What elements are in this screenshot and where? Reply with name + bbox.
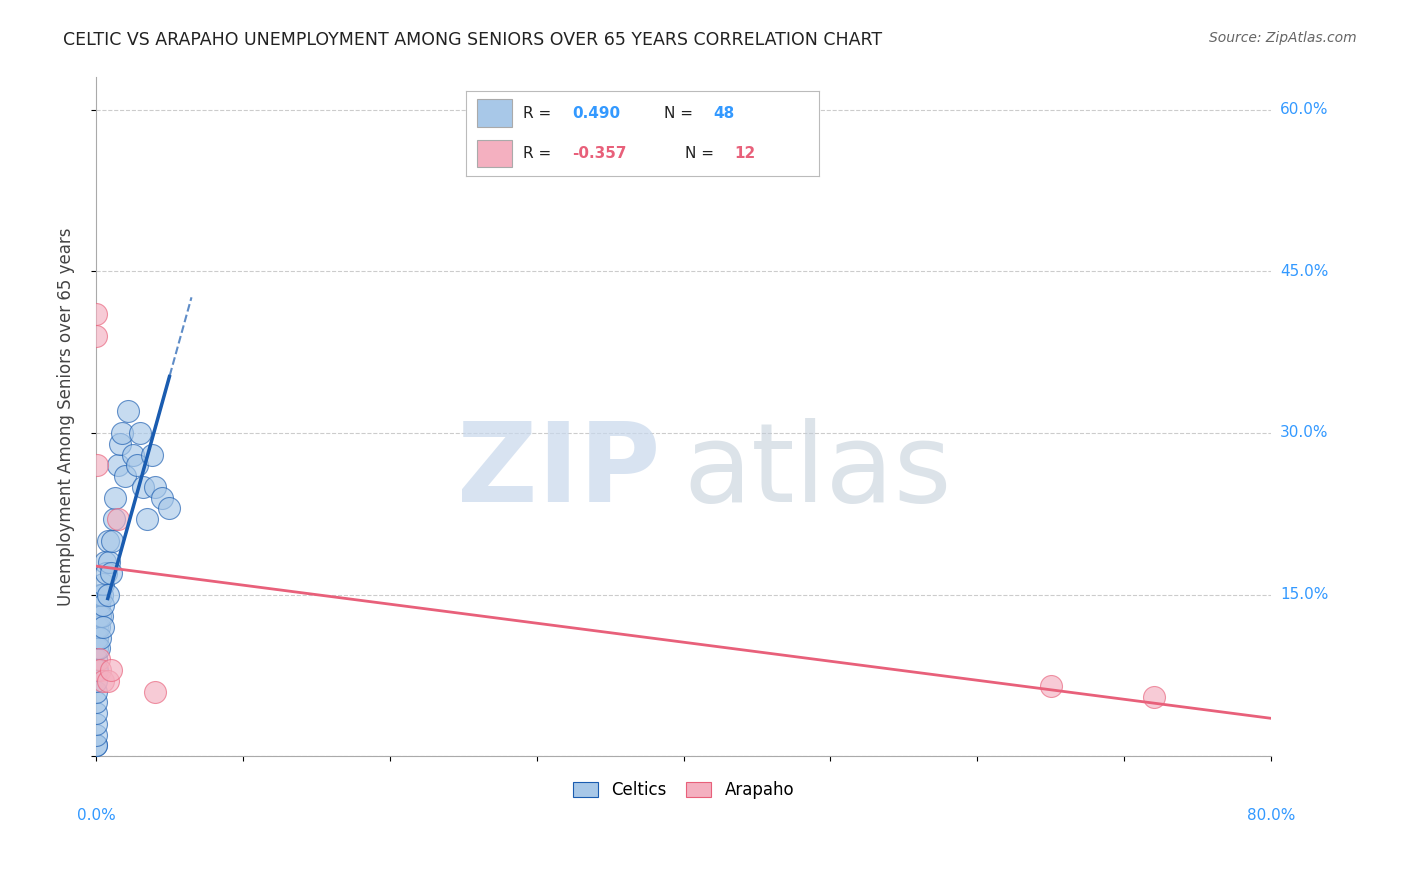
Point [86, 663, 108, 677]
Point [93, 673, 115, 688]
Point [84, 695, 107, 709]
Text: 45.0%: 45.0% [1279, 264, 1329, 279]
Legend: Celtics, Arapaho: Celtics, Arapaho [567, 774, 801, 805]
Point [114, 469, 136, 483]
Point [87, 620, 110, 634]
Point [84, 684, 107, 698]
Point [97, 533, 120, 548]
Point [97, 673, 120, 688]
Point [97, 588, 120, 602]
Point [84, 329, 107, 343]
Point [108, 436, 131, 450]
Point [96, 566, 118, 580]
Point [84, 739, 107, 753]
Point [107, 458, 129, 473]
Point [121, 448, 143, 462]
Point [84, 308, 107, 322]
Point [84, 739, 107, 753]
Point [103, 512, 125, 526]
Point [93, 576, 115, 591]
Text: 80.0%: 80.0% [1247, 808, 1295, 822]
Point [150, 491, 173, 505]
Point [86, 631, 108, 645]
Point [93, 620, 115, 634]
Point [84, 716, 107, 731]
Point [89, 631, 111, 645]
Point [101, 533, 124, 548]
Text: 60.0%: 60.0% [1279, 103, 1329, 117]
Text: 0.0%: 0.0% [77, 808, 115, 822]
Point [84, 663, 107, 677]
Text: CELTIC VS ARAPAHO UNEMPLOYMENT AMONG SENIORS OVER 65 YEARS CORRELATION CHART: CELTIC VS ARAPAHO UNEMPLOYMENT AMONG SEN… [63, 31, 883, 49]
Point [100, 663, 122, 677]
Point [93, 599, 115, 613]
Point [111, 425, 134, 440]
Point [143, 480, 166, 494]
Point [89, 609, 111, 624]
Point [100, 566, 122, 580]
Point [159, 501, 181, 516]
Point [89, 588, 111, 602]
Point [90, 609, 112, 624]
Point [94, 555, 117, 569]
Point [129, 425, 152, 440]
Text: 30.0%: 30.0% [1279, 425, 1329, 441]
Point [104, 491, 127, 505]
Point [84, 673, 107, 688]
Point [132, 480, 155, 494]
Point [89, 663, 111, 677]
Point [127, 458, 149, 473]
Point [84, 652, 107, 666]
Text: ZIP: ZIP [457, 417, 659, 524]
Point [107, 512, 129, 526]
Point [87, 599, 110, 613]
Point [86, 620, 108, 634]
Point [117, 404, 139, 418]
Point [90, 588, 112, 602]
Point [98, 555, 121, 569]
Text: Source: ZipAtlas.com: Source: ZipAtlas.com [1209, 31, 1357, 45]
Y-axis label: Unemployment Among Seniors over 65 years: Unemployment Among Seniors over 65 years [58, 227, 75, 606]
Point [87, 652, 110, 666]
Point [143, 684, 166, 698]
Text: 15.0%: 15.0% [1279, 587, 1329, 602]
Point [141, 448, 163, 462]
Point [136, 512, 159, 526]
Point [84, 728, 107, 742]
Text: atlas: atlas [683, 417, 952, 524]
Point [1142, 690, 1164, 704]
Point [86, 641, 108, 656]
Point [87, 641, 110, 656]
Point [84, 706, 107, 720]
Point [86, 458, 108, 473]
Point [1039, 679, 1062, 693]
